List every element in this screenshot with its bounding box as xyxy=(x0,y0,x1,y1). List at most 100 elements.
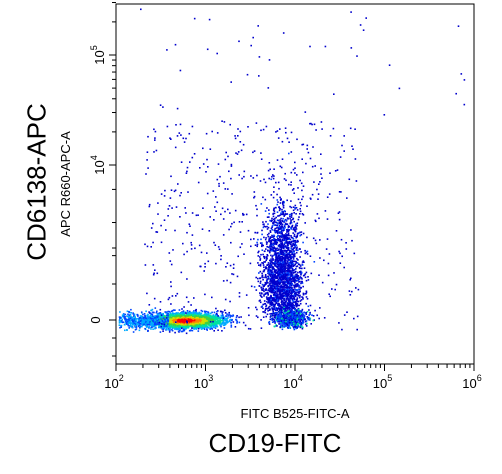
event-dot xyxy=(184,324,186,327)
event-dot xyxy=(294,263,297,265)
event-dot xyxy=(229,318,232,321)
event-dot xyxy=(269,282,271,285)
event-dot xyxy=(163,325,165,328)
event-dot xyxy=(171,314,173,317)
event-dot xyxy=(268,239,270,242)
event-dot xyxy=(299,286,302,289)
event-dot xyxy=(273,229,276,232)
event-dot xyxy=(188,325,190,328)
event-dot xyxy=(273,221,276,223)
event-dot xyxy=(268,237,271,240)
event-dot xyxy=(277,268,280,270)
event-dot xyxy=(291,224,294,227)
event-dot xyxy=(164,318,166,321)
event-dot xyxy=(226,317,228,320)
event-dot xyxy=(231,315,233,318)
event-dot xyxy=(297,279,300,282)
event-dot xyxy=(292,291,295,294)
event-dot xyxy=(284,270,286,273)
event-dot xyxy=(154,323,156,325)
event-dot xyxy=(286,213,289,215)
event-dot xyxy=(278,243,281,246)
event-dot xyxy=(304,293,307,295)
event-dot xyxy=(285,251,288,253)
event-dot xyxy=(230,321,232,324)
event-dot xyxy=(267,249,269,252)
event-dot xyxy=(282,211,284,213)
event-dot xyxy=(173,317,175,320)
event-dot xyxy=(148,326,150,328)
event-dot xyxy=(289,282,291,285)
event-dot xyxy=(221,320,223,322)
event-dot xyxy=(264,274,267,276)
event-dot xyxy=(188,316,191,319)
event-dot xyxy=(281,228,283,231)
event-dot xyxy=(212,324,214,327)
event-dot xyxy=(265,266,267,268)
event-dot xyxy=(265,315,267,318)
event-dot xyxy=(190,314,193,317)
event-dot xyxy=(258,250,260,253)
event-dot xyxy=(291,225,293,228)
event-dot xyxy=(213,316,215,319)
event-dot xyxy=(291,265,293,268)
event-dot xyxy=(291,305,294,307)
event-dot xyxy=(256,243,259,246)
event-dot xyxy=(291,287,293,289)
event-dot xyxy=(196,315,198,317)
event-dot xyxy=(258,300,261,302)
event-dot xyxy=(186,324,189,326)
event-dot xyxy=(203,316,206,318)
event-dot xyxy=(139,315,142,317)
event-dot xyxy=(192,315,195,317)
event-dot xyxy=(135,325,137,327)
event-dot xyxy=(298,284,301,287)
event-dot xyxy=(185,314,187,317)
event-dot xyxy=(198,325,200,327)
event-dot xyxy=(274,253,276,255)
event-dot xyxy=(286,253,288,256)
event-dot xyxy=(262,253,264,256)
event-dot xyxy=(269,231,272,233)
event-dot xyxy=(269,230,272,232)
event-dot xyxy=(283,221,285,223)
event-dot xyxy=(264,238,267,241)
event-dot xyxy=(259,294,262,296)
event-dot xyxy=(184,320,187,322)
event-dot xyxy=(161,320,164,323)
event-dot xyxy=(171,325,173,328)
event-dot xyxy=(296,303,299,305)
event-dot xyxy=(296,289,299,292)
event-dot xyxy=(275,289,278,291)
event-dot xyxy=(151,317,153,320)
event-dot xyxy=(302,292,305,295)
event-dot xyxy=(177,312,179,314)
event-dot xyxy=(284,280,286,283)
event-dot xyxy=(280,245,282,248)
event-dot xyxy=(277,249,279,251)
event-dot xyxy=(203,320,205,322)
event-dot xyxy=(282,206,285,209)
event-dot xyxy=(123,315,125,317)
event-dot xyxy=(150,315,153,318)
event-dot xyxy=(230,314,232,317)
event-dot xyxy=(174,331,176,334)
event-dot xyxy=(272,281,274,283)
event-dot xyxy=(295,262,298,264)
event-dot xyxy=(264,281,267,284)
event-dot xyxy=(212,323,214,326)
event-dot xyxy=(289,213,292,216)
event-dot xyxy=(219,310,222,313)
event-dot xyxy=(292,240,295,243)
event-dot xyxy=(189,315,191,317)
event-dot xyxy=(279,277,281,280)
event-dot xyxy=(226,320,229,323)
event-dot xyxy=(209,326,212,328)
event-dot xyxy=(161,319,164,322)
event-dot xyxy=(158,313,160,316)
event-dot xyxy=(307,276,309,278)
event-dot xyxy=(276,193,278,196)
event-dot xyxy=(161,316,164,318)
event-dot xyxy=(183,326,185,328)
event-dot xyxy=(132,313,135,315)
